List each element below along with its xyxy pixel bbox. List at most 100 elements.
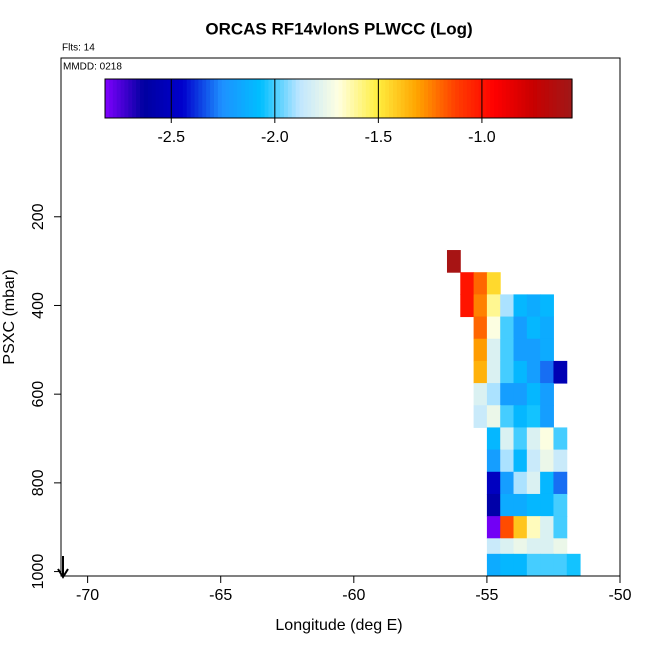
heatmap-cell [513,449,528,473]
colorbar-segment [373,79,379,118]
heatmap-cell [513,427,528,451]
colorbar-segment [354,79,359,118]
x-axis-label: Longitude (deg E) [275,617,402,634]
colorbar-segment [163,79,168,118]
y-tick-label: 200 [30,203,47,230]
heatmap-cell [500,427,515,451]
heatmap-cell [540,316,554,340]
heatmap-cell [540,427,554,451]
colorbar-segment [342,79,347,118]
colorbar-segment [221,79,227,118]
colorbar-segment [248,79,254,118]
heatmap-cell [500,294,515,318]
heatmap-cell [513,405,528,428]
heatmap-cell [513,360,528,384]
colorbar-segment [276,79,281,118]
heatmap-cell [553,360,568,384]
plot-frame [60,57,621,577]
heatmap-cell [486,383,501,406]
colorbar-segment [326,79,332,118]
colorbar-segment [284,79,289,118]
colorbar-tick-label: -2.5 [157,129,185,146]
colorbar-segment [474,79,480,118]
colorbar-segment [233,79,238,118]
colorbar-segment [556,79,561,118]
colorbar-segment [478,79,484,118]
heatmap-cell [460,294,475,318]
heatmap-cell [553,449,568,473]
colorbar-segment [466,79,472,118]
colorbar-segment [544,79,550,118]
heatmap-cell [473,338,488,362]
heatmap-cell [473,272,488,295]
colorbar-segment [494,79,499,118]
heatmap-cell [526,449,541,473]
colorbar-segment [501,79,507,118]
heatmap-cell [486,338,501,362]
colorbar-segment [498,79,503,118]
heatmap-cell [513,553,528,577]
colorbar-segment [536,79,542,118]
colorbar-segment [241,79,246,118]
colorbar-segment [225,79,231,118]
colorbar-segment [143,79,149,118]
colorbar-segment [167,79,172,118]
heatmap-cell [526,516,541,539]
colorbar-segment [210,79,215,118]
colorbar-segment [213,79,219,118]
colorbar-segment [194,79,199,118]
colorbar-segment [256,79,262,118]
heatmap-cell [486,493,501,517]
colorbar-segment [568,79,573,118]
colorbar-segment [159,79,164,118]
colorbar-segment [338,79,343,118]
heatmap-cell [540,360,554,384]
colorbar-segment [369,79,375,118]
colorbar-segment [459,79,464,118]
x-tick-label: -65 [209,587,232,604]
heatmap-cell [500,493,515,517]
heatmap-cell [526,294,541,318]
colorbar-segment [385,79,390,118]
heatmap-cell [540,471,554,495]
colorbar-segment [365,79,371,118]
colorbar-segment [264,79,270,118]
heatmap-cell [540,516,554,539]
heatmap-cell [486,360,501,384]
heatmap-cell [513,493,528,517]
heatmap-cell [526,405,541,428]
colorbar-segment [505,79,511,118]
colorbar-segment [116,79,122,118]
colorbar-segment [357,79,363,118]
x-tick-label: -70 [76,587,99,604]
colorbar-segment [124,79,129,118]
colorbar-segment [540,79,546,118]
colorbar-tick-label: -2.0 [261,129,289,146]
colorbar-segment [412,79,417,118]
colorbar-segment [182,79,188,118]
heatmap-cell [500,553,515,577]
colorbar-segment [299,79,305,118]
colorbar-segment [151,79,157,118]
colorbar-segment [334,79,340,118]
colorbar-segment [525,79,530,118]
colorbar-segment [513,79,519,118]
colorbar-segment [120,79,126,118]
x-tick-label: -50 [608,587,631,604]
heatmap-cell [540,338,554,362]
colorbar-segment [147,79,153,118]
colorbar-segment [140,79,145,118]
heatmap-cell [566,553,581,577]
colorbar-segment [155,79,161,118]
colorbar-segment [529,79,534,118]
heatmap-cell [473,360,488,384]
colorbar-segment [260,79,266,118]
x-tick-label: -60 [342,587,365,604]
annotation: MMDD: 0218 [63,62,122,73]
colorbar-segment [389,79,394,118]
heatmap-cell [513,516,528,539]
arrow [57,556,69,579]
heatmap-cell [486,516,501,539]
heatmap-cell [526,553,541,577]
